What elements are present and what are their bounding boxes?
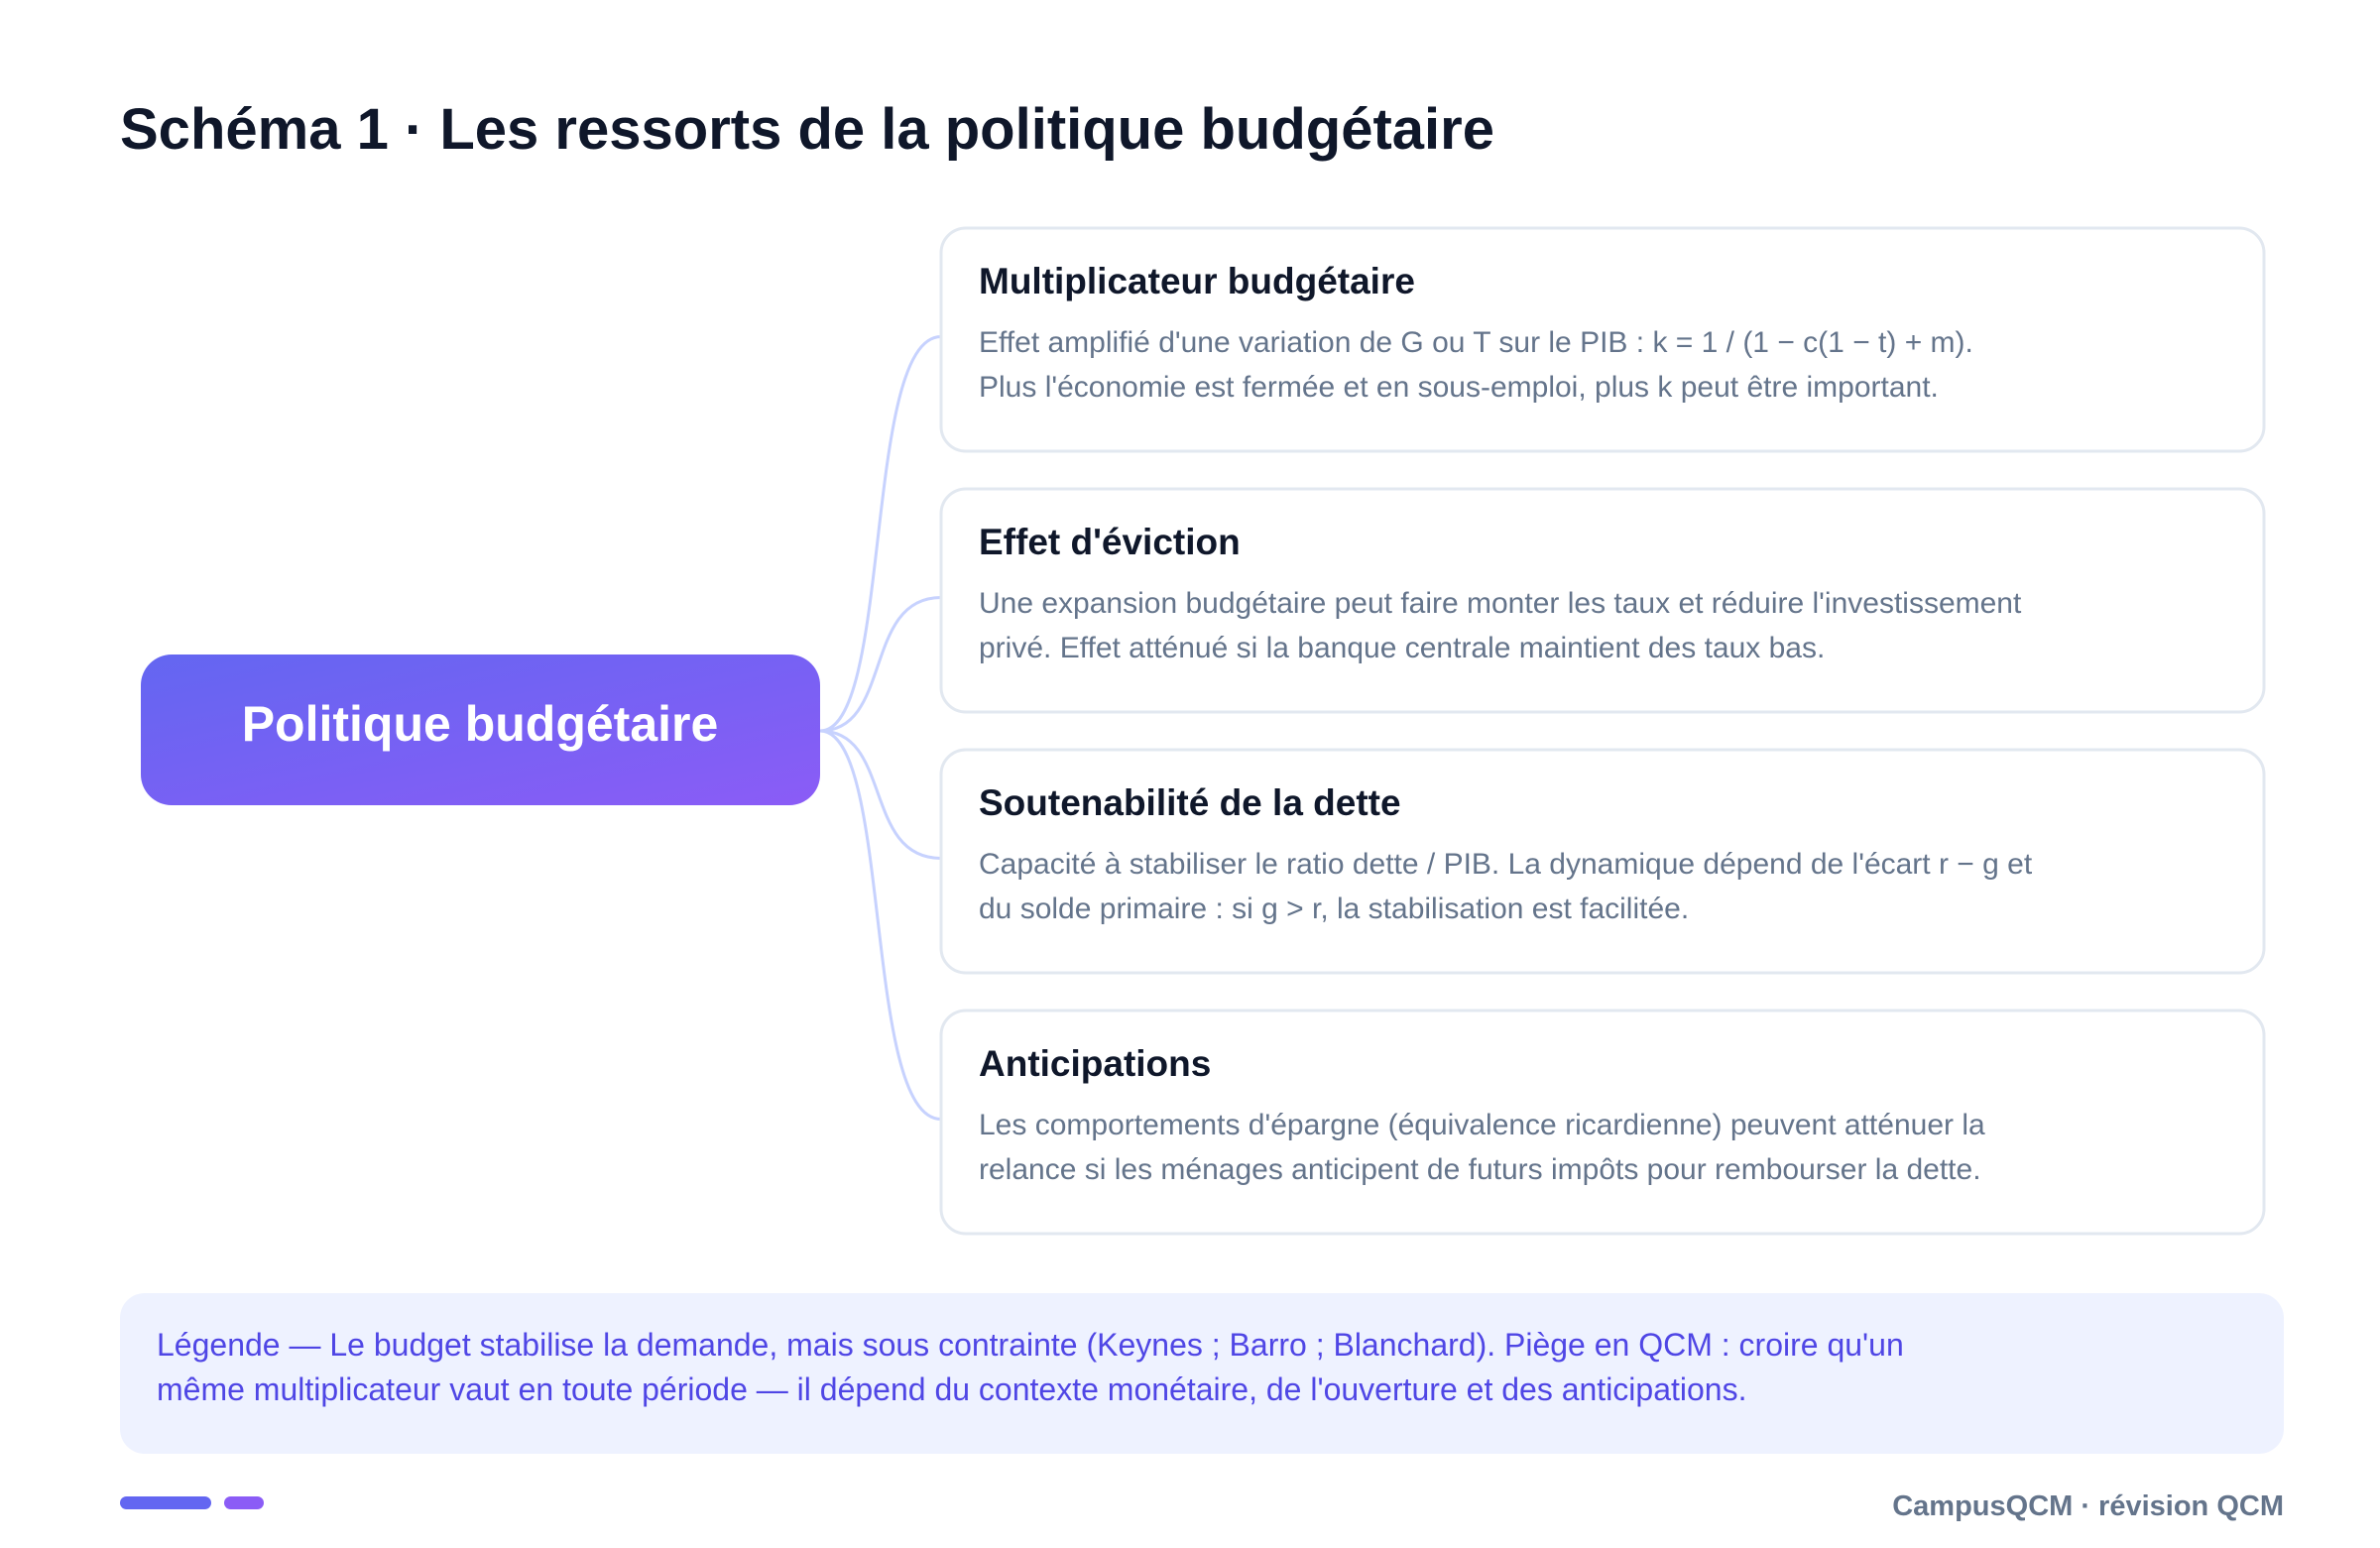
connector [819,729,942,1121]
center-node [141,655,820,805]
card-title: Multiplicateur budgétaire [979,261,1415,301]
connector [819,335,942,733]
legend: Légende — Le budget stabilise la demande… [157,1327,1904,1407]
legend-text: Légende — Le budget stabilise la demande… [157,1327,1904,1363]
footer-bar [120,1496,211,1509]
card-title: Effet d'éviction [979,522,1241,562]
cards: Multiplicateur budgétaire Effet amplifié … [939,226,2266,1236]
card-text: privé. Effet atténué si la banque centra… [979,632,1825,664]
center-label: Politique budgétaire [242,696,719,752]
connector [819,729,942,860]
connectors [819,335,942,1121]
card [939,226,2266,453]
card-title: Anticipations [979,1043,1211,1084]
footer: CampusQCM · révision QCM [1892,1490,2284,1522]
connector [819,596,942,733]
card [939,487,2266,714]
legend-box [120,1293,2284,1454]
card-text: relance si les ménages anticipent de fut… [979,1153,1981,1186]
legend-text: même multiplicateur vaut en toute périod… [157,1371,1746,1407]
card [939,748,2266,975]
card-text: Effet amplifié d'une variation de G ou T… [979,326,1973,359]
card-text: Capacité à stabiliser le ratio dette / P… [979,848,2033,881]
footer-bar [224,1496,264,1509]
card-title: Soutenabilité de la dette [979,782,1401,823]
card-text: Plus l'économie est fermée et en sous-em… [979,371,1939,404]
card [939,1009,2266,1236]
title: Schéma 1 · Les ressorts de la politique … [120,97,1494,162]
card-text: Une expansion budgétaire peut faire mont… [979,587,2022,620]
card-text: du solde primaire : si g > r, la stabili… [979,893,1689,925]
card-text: Les comportements d'épargne (équivalence… [979,1109,1985,1141]
